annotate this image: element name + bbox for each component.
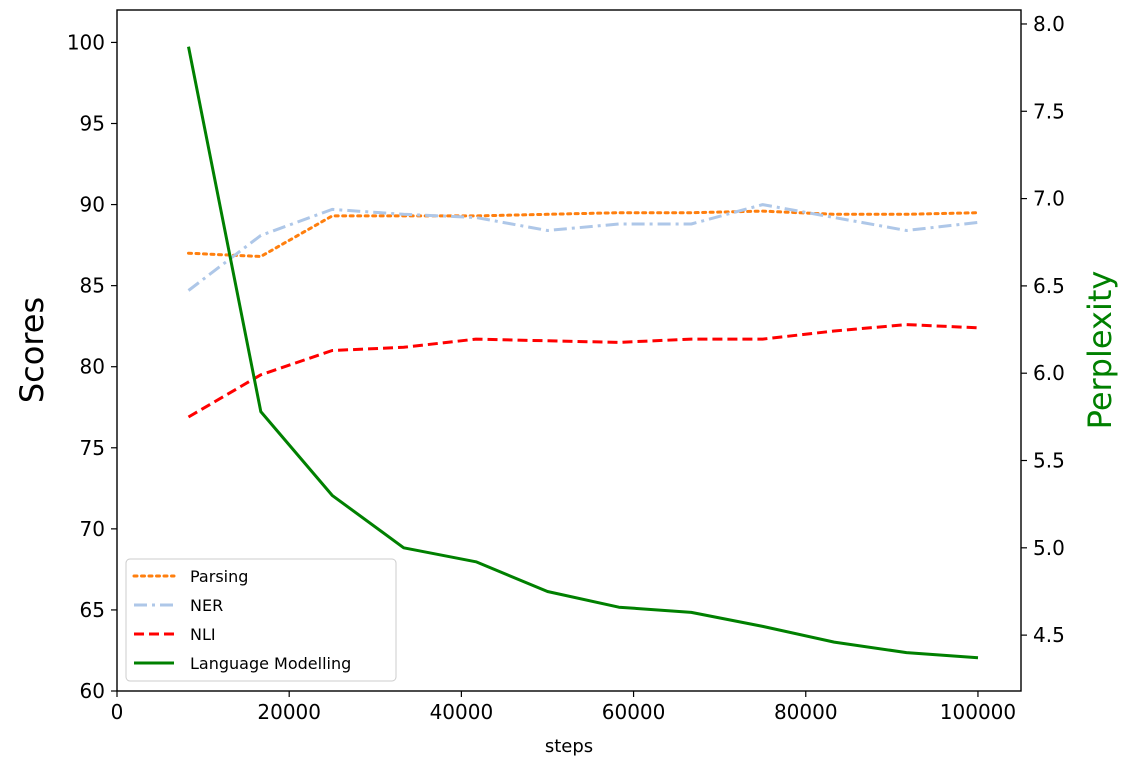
right-tick-label: 5.5 — [1033, 449, 1065, 473]
x-tick-label: 20000 — [257, 700, 321, 724]
plot-series-group — [187, 46, 980, 660]
legend-items: Parsing NER NLI Language Modelling — [132, 567, 351, 673]
right-tick-label: 4.5 — [1033, 623, 1065, 647]
right-tick-label: 6.0 — [1033, 361, 1065, 385]
right-axis-ticks: 4.5 5.0 5.5 6.0 6.5 7.0 7.5 8.0 — [1021, 12, 1065, 647]
left-tick-label: 85 — [80, 274, 105, 298]
x-tick-label: 100000 — [940, 700, 1016, 724]
right-tick-label: 6.5 — [1033, 274, 1065, 298]
legend-box — [125, 558, 397, 682]
left-tick-label: 65 — [80, 598, 105, 622]
right-tick-label: 7.5 — [1033, 99, 1065, 123]
left-tick-label: 60 — [80, 679, 105, 703]
x-tick-label: 0 — [111, 700, 124, 724]
x-tick-label: 60000 — [602, 700, 666, 724]
right-tick-label: 7.0 — [1033, 187, 1065, 211]
legend: Parsing NER NLI Language Modelling — [125, 558, 397, 682]
series-line-parsing — [187, 209, 980, 258]
series-line-language-modelling — [187, 46, 979, 660]
left-tick-label: 75 — [80, 436, 105, 460]
legend-label-parsing: Parsing — [190, 567, 248, 586]
series-line-ner — [187, 203, 979, 292]
x-tick-label: 40000 — [430, 700, 494, 724]
left-tick-label: 70 — [80, 517, 105, 541]
left-tick-label: 90 — [80, 193, 105, 217]
left-tick-label: 95 — [80, 112, 105, 136]
x-axis-title: steps — [545, 736, 593, 757]
legend-label-language-modelling: Language Modelling — [190, 654, 351, 673]
left-tick-label: 100 — [67, 30, 105, 54]
legend-label-nli: NLI — [190, 625, 216, 644]
left-tick-label: 80 — [80, 355, 105, 379]
series-line-nli — [187, 323, 979, 419]
left-axis-ticks: 60 65 70 75 80 85 90 95 100 — [67, 30, 117, 703]
right-tick-label: 5.0 — [1033, 536, 1065, 560]
left-axis-title: Scores — [13, 297, 51, 403]
legend-label-ner: NER — [190, 596, 223, 615]
x-axis-ticks: 0 20000 40000 60000 80000 100000 — [111, 691, 1016, 724]
plot-frame — [116, 9, 1022, 692]
right-tick-label: 8.0 — [1033, 12, 1065, 36]
right-axis-title: Perplexity — [1081, 271, 1119, 430]
x-tick-label: 80000 — [774, 700, 838, 724]
